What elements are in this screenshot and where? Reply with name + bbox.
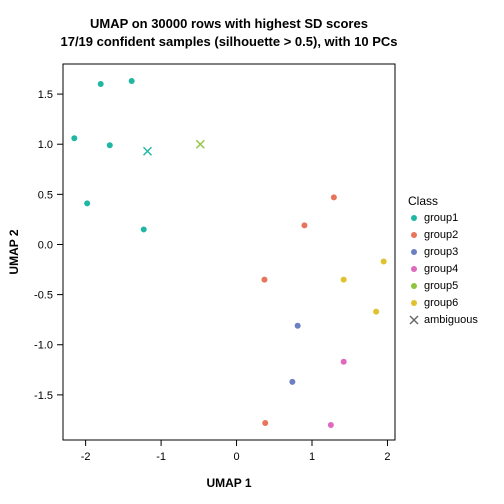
x-tick-label: -2 (81, 451, 91, 463)
legend-marker (411, 266, 417, 272)
data-point (71, 135, 77, 141)
data-point (301, 222, 307, 228)
data-point (98, 81, 104, 87)
legend-label: group4 (424, 263, 458, 275)
data-point (107, 142, 113, 148)
data-point (84, 200, 90, 206)
legend-marker (411, 249, 417, 255)
data-point (141, 226, 147, 232)
y-tick-label: 1.0 (38, 139, 53, 151)
y-tick-label: 0.0 (38, 239, 53, 251)
legend-marker (411, 215, 417, 221)
data-point (129, 78, 135, 84)
legend-label: group1 (424, 212, 458, 224)
legend-marker (411, 232, 417, 238)
chart-title-line1: UMAP on 30000 rows with highest SD score… (90, 16, 368, 31)
legend-label: group3 (424, 246, 458, 258)
data-point (341, 359, 347, 365)
legend-title: Class (408, 194, 438, 208)
data-point (341, 277, 347, 283)
data-point (295, 323, 301, 329)
chart-title-line2: 17/19 confident samples (silhouette > 0.… (60, 34, 397, 49)
data-point (331, 194, 337, 200)
legend-label: group5 (424, 280, 458, 292)
x-tick-label: 0 (233, 451, 239, 463)
x-tick-label: 2 (384, 451, 390, 463)
y-tick-label: 1.5 (38, 89, 53, 101)
y-tick-label: -1.0 (34, 340, 53, 352)
data-point (262, 420, 268, 426)
x-axis-label: UMAP 1 (206, 476, 251, 490)
y-axis-label: UMAP 2 (7, 229, 21, 274)
legend-marker (411, 300, 417, 306)
x-tick-label: -1 (156, 451, 166, 463)
data-point (373, 309, 379, 315)
y-tick-label: -0.5 (34, 290, 53, 302)
data-point (328, 422, 334, 428)
legend-label: ambiguous (424, 314, 478, 326)
data-point (289, 379, 295, 385)
y-tick-label: -1.5 (34, 390, 53, 402)
legend-label: group2 (424, 229, 458, 241)
data-point (381, 259, 387, 265)
legend-label: group6 (424, 297, 458, 309)
data-point (261, 277, 267, 283)
y-tick-label: 0.5 (38, 189, 53, 201)
legend-marker (411, 283, 417, 289)
x-tick-label: 1 (309, 451, 315, 463)
umap-scatter-chart: -2 -1 0 1 2 -1.5 -1.0 -0.5 0.0 0.5 1.0 1.5 UMAP on … (0, 0, 504, 504)
